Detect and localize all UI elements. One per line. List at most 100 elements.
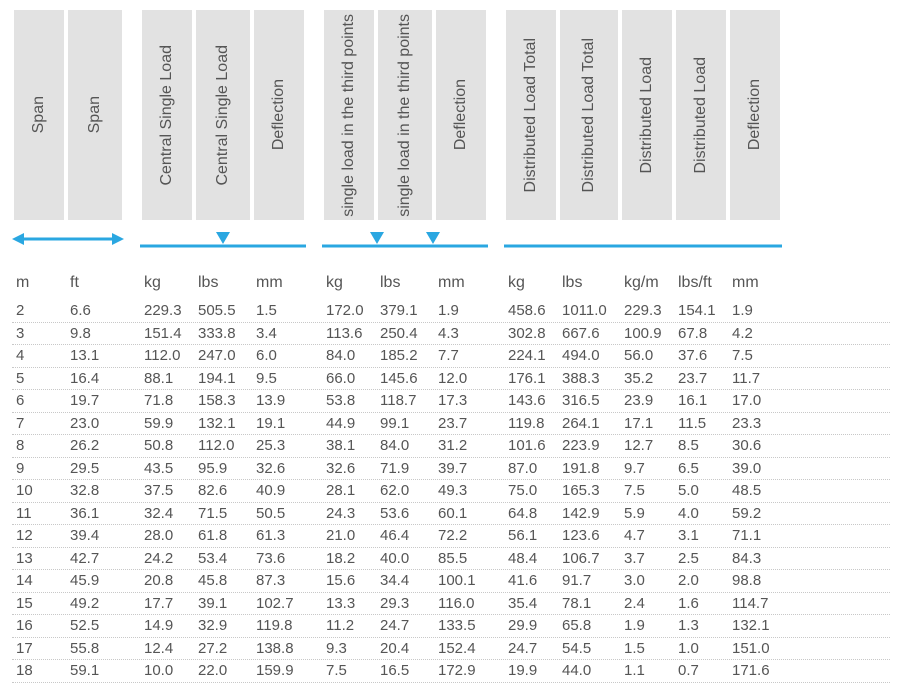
col-header: Deflection — [436, 10, 486, 220]
table-cell: 84.0 — [322, 347, 376, 364]
table-cell: 1.9 — [434, 302, 488, 319]
table-cell: 12.7 — [620, 437, 674, 454]
table-cell: 50.5 — [252, 505, 306, 522]
table-row: 1136.132.471.550.524.353.660.164.8142.95… — [12, 503, 890, 526]
table-cell: 16.5 — [376, 662, 434, 679]
table-cell: 5.9 — [620, 505, 674, 522]
table-cell: 333.8 — [194, 325, 252, 342]
unit-label: kg — [140, 274, 194, 292]
table-cell: 31.2 — [434, 437, 488, 454]
table-cell: 7 — [12, 415, 66, 432]
table-cell: 88.1 — [140, 370, 194, 387]
table-cell: 37.5 — [140, 482, 194, 499]
table-cell: 100.9 — [620, 325, 674, 342]
table-cell: 11 — [12, 505, 66, 522]
table-cell: 6.5 — [674, 460, 728, 477]
table-cell: 61.3 — [252, 527, 306, 544]
table-cell: 38.1 — [322, 437, 376, 454]
unit-label: ft — [66, 274, 124, 292]
table-cell: 87.0 — [504, 460, 558, 477]
table-row: 1755.812.427.2138.89.320.4152.424.754.51… — [12, 638, 890, 661]
table-cell: 13.3 — [322, 595, 376, 612]
table-cell: 48.4 — [504, 550, 558, 567]
table-cell: 145.6 — [376, 370, 434, 387]
table-cell: 91.7 — [558, 572, 620, 589]
table-cell: 158.3 — [194, 392, 252, 409]
third-points-load-icon — [322, 226, 488, 257]
table-cell: 30.6 — [728, 437, 782, 454]
table-cell: 10.0 — [140, 662, 194, 679]
table-cell: 113.6 — [322, 325, 376, 342]
table-row: 1342.724.253.473.618.240.085.548.4106.73… — [12, 548, 890, 571]
table-cell: 151.0 — [728, 640, 782, 657]
table-cell: 159.9 — [252, 662, 306, 679]
table-row: 1652.514.932.9119.811.224.7133.529.965.8… — [12, 615, 890, 638]
table-cell: 247.0 — [194, 347, 252, 364]
table-cell: 138.8 — [252, 640, 306, 657]
col-header: Deflection — [254, 10, 304, 220]
table-cell: 65.8 — [558, 617, 620, 634]
table-cell: 23.0 — [66, 415, 124, 432]
table-cell: 48.5 — [728, 482, 782, 499]
table-row: 26.6229.3505.51.5172.0379.11.9458.61011.… — [12, 300, 890, 323]
unit-label: mm — [252, 274, 306, 292]
table-cell: 52.5 — [66, 617, 124, 634]
col-header: single load in the third points — [324, 10, 374, 220]
table-cell: 3.1 — [674, 527, 728, 544]
distributed-load-icon — [504, 226, 782, 257]
table-cell: 119.8 — [252, 617, 306, 634]
table-cell: 87.3 — [252, 572, 306, 589]
col-header: single load in the third points — [378, 10, 432, 220]
table-cell: 13.1 — [66, 347, 124, 364]
table-cell: 25.3 — [252, 437, 306, 454]
table-cell: 118.7 — [376, 392, 434, 409]
table-cell: 1.6 — [674, 595, 728, 612]
table-cell: 185.2 — [376, 347, 434, 364]
table-cell: 35.4 — [504, 595, 558, 612]
table-cell: 9.3 — [322, 640, 376, 657]
table-cell: 1011.0 — [558, 302, 620, 319]
table-row: 516.488.1194.19.566.0145.612.0176.1388.3… — [12, 368, 890, 391]
table-cell: 84.0 — [376, 437, 434, 454]
table-cell: 16.1 — [674, 392, 728, 409]
table-row: 1032.837.582.640.928.162.049.375.0165.37… — [12, 480, 890, 503]
table-body: 26.6229.3505.51.5172.0379.11.9458.61011.… — [12, 300, 890, 683]
unit-label: kg/m — [620, 274, 674, 292]
table-row: 413.1112.0247.06.084.0185.27.7224.1494.0… — [12, 345, 890, 368]
table-cell: 32.4 — [140, 505, 194, 522]
table-cell: 229.3 — [620, 302, 674, 319]
table-cell: 45.8 — [194, 572, 252, 589]
table-row: 723.059.9132.119.144.999.123.7119.8264.1… — [12, 413, 890, 436]
table-cell: 26.2 — [66, 437, 124, 454]
table-cell: 24.2 — [140, 550, 194, 567]
table-cell: 72.2 — [434, 527, 488, 544]
table-cell: 505.5 — [194, 302, 252, 319]
table-cell: 17 — [12, 640, 66, 657]
table-cell: 49.3 — [434, 482, 488, 499]
table-cell: 54.5 — [558, 640, 620, 657]
span-arrow-icon — [12, 226, 124, 257]
table-cell: 44.0 — [558, 662, 620, 679]
table-cell: 172.0 — [322, 302, 376, 319]
table-cell: 171.6 — [728, 662, 782, 679]
table-cell: 7.5 — [620, 482, 674, 499]
table-cell: 119.8 — [504, 415, 558, 432]
table-cell: 39.7 — [434, 460, 488, 477]
table-cell: 1.0 — [674, 640, 728, 657]
table-cell: 264.1 — [558, 415, 620, 432]
table-cell: 379.1 — [376, 302, 434, 319]
table-cell: 73.6 — [252, 550, 306, 567]
col-header: Distributed Load — [622, 10, 672, 220]
table-cell: 17.1 — [620, 415, 674, 432]
table-cell: 19.1 — [252, 415, 306, 432]
unit-label: lbs — [558, 274, 620, 292]
table-cell: 165.3 — [558, 482, 620, 499]
table-cell: 62.0 — [376, 482, 434, 499]
table-row: 1239.428.061.861.321.046.472.256.1123.64… — [12, 525, 890, 548]
table-cell: 6.0 — [252, 347, 306, 364]
table-cell: 152.4 — [434, 640, 488, 657]
table-cell: 29.3 — [376, 595, 434, 612]
table-cell: 2 — [12, 302, 66, 319]
table-cell: 15 — [12, 595, 66, 612]
table-cell: 13.9 — [252, 392, 306, 409]
